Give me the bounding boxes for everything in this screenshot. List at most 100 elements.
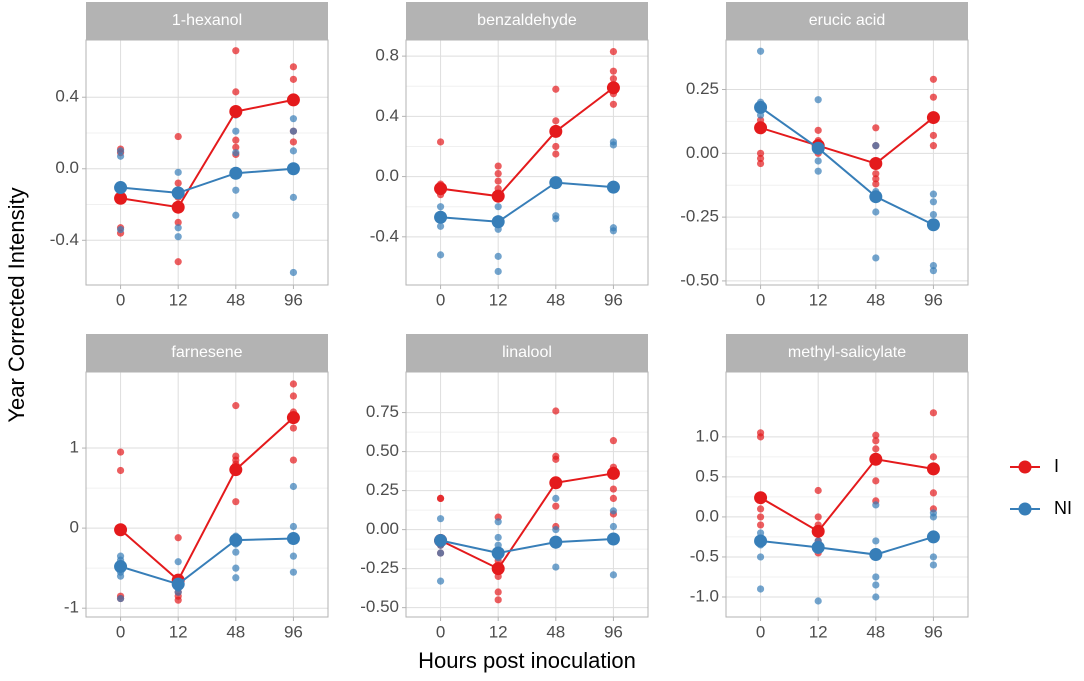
mean-point bbox=[229, 533, 243, 547]
panel-title: 1-hexanol bbox=[172, 12, 242, 29]
sample-point bbox=[872, 581, 880, 589]
mean-point bbox=[171, 577, 185, 591]
mean-point bbox=[926, 462, 940, 476]
x-tick-label: 12 bbox=[809, 290, 828, 309]
sample-point bbox=[436, 251, 445, 259]
sample-point bbox=[494, 588, 502, 596]
x-tick-label: 0 bbox=[756, 290, 765, 309]
sample-point bbox=[872, 537, 880, 545]
sample-point bbox=[232, 136, 240, 144]
sample-point bbox=[872, 477, 880, 485]
sample-point bbox=[609, 47, 618, 56]
sample-point bbox=[116, 152, 125, 160]
x-tick-label: 0 bbox=[436, 622, 445, 641]
sample-point bbox=[174, 258, 182, 266]
sample-point bbox=[552, 117, 560, 125]
sample-point bbox=[756, 149, 765, 157]
mean-point bbox=[869, 157, 883, 171]
x-tick-label: 48 bbox=[866, 622, 885, 641]
x-tick-label: 12 bbox=[169, 290, 188, 309]
sample-point bbox=[814, 157, 822, 165]
sample-point bbox=[552, 85, 560, 93]
sample-point bbox=[929, 553, 938, 561]
sample-point bbox=[872, 180, 880, 188]
mean-point bbox=[606, 466, 620, 480]
sample-point bbox=[872, 142, 880, 150]
panel-title: benzaldehyde bbox=[477, 12, 577, 29]
sample-point bbox=[174, 218, 182, 227]
sample-point bbox=[232, 211, 240, 219]
x-tick-label: 96 bbox=[604, 290, 623, 309]
mean-point bbox=[811, 141, 825, 155]
sample-point bbox=[289, 380, 298, 388]
sample-point bbox=[756, 154, 765, 163]
sample-point bbox=[232, 88, 240, 96]
y-tick-label: -0.25 bbox=[360, 558, 399, 577]
y-tick-label: -0.4 bbox=[50, 230, 79, 249]
mean-point bbox=[926, 111, 940, 125]
mean-point bbox=[491, 562, 505, 576]
y-tick-label: -0.4 bbox=[370, 226, 399, 245]
panel-title: methyl-salicylate bbox=[788, 344, 906, 361]
strip-bg bbox=[406, 334, 648, 372]
x-axis-title: Hours post inoculation bbox=[418, 648, 636, 673]
x-tick-label: 48 bbox=[866, 290, 885, 309]
y-tick-label: 0.8 bbox=[375, 46, 399, 65]
mean-point bbox=[114, 181, 128, 195]
mean-point bbox=[114, 523, 128, 537]
sample-point bbox=[872, 208, 880, 216]
mean-line bbox=[120, 537, 294, 586]
sample-point bbox=[609, 485, 618, 493]
sample-point bbox=[494, 518, 502, 526]
y-tick-label: -0.50 bbox=[360, 597, 399, 616]
sample-point bbox=[174, 558, 182, 566]
mean-point bbox=[229, 105, 243, 119]
mean-point bbox=[549, 535, 563, 549]
y-axis-title: Year Corrected Intensity bbox=[4, 187, 29, 422]
mean-point bbox=[286, 93, 300, 107]
sample-point bbox=[814, 513, 822, 521]
x-tick-label: 96 bbox=[284, 622, 303, 641]
x-tick-label: 96 bbox=[924, 622, 943, 641]
x-tick-label: 96 bbox=[284, 290, 303, 309]
sample-point bbox=[609, 75, 618, 83]
sample-point bbox=[872, 431, 880, 439]
y-tick-label: 0.75 bbox=[366, 402, 399, 421]
y-tick-label: 0.0 bbox=[695, 506, 719, 525]
sample-point bbox=[174, 534, 182, 542]
sample-point bbox=[116, 147, 125, 155]
sample-point bbox=[232, 564, 240, 572]
sample-point bbox=[552, 142, 560, 151]
mean-line bbox=[760, 458, 934, 533]
mean-point bbox=[549, 476, 563, 490]
panel-title: linalool bbox=[502, 344, 552, 361]
y-tick-label: 0.50 bbox=[366, 441, 399, 460]
x-tick-label: 48 bbox=[546, 290, 565, 309]
sample-point bbox=[174, 132, 182, 141]
sample-point bbox=[232, 574, 240, 582]
panel-border bbox=[725, 39, 969, 286]
x-tick-label: 48 bbox=[226, 290, 245, 309]
sample-point bbox=[552, 215, 560, 223]
sample-point bbox=[436, 138, 445, 146]
y-tick-label: 0.4 bbox=[55, 87, 79, 106]
x-tick-label: 12 bbox=[169, 622, 188, 641]
mean-point bbox=[754, 121, 768, 135]
sample-point bbox=[552, 526, 560, 534]
sample-point bbox=[814, 96, 822, 104]
strip-bg bbox=[726, 334, 968, 372]
sample-point bbox=[756, 505, 765, 513]
sample-point bbox=[289, 568, 298, 576]
legend-label: NI bbox=[1054, 498, 1072, 518]
sample-point bbox=[174, 224, 182, 232]
sample-point bbox=[814, 167, 822, 175]
mean-point bbox=[229, 463, 243, 477]
sample-point bbox=[609, 67, 618, 75]
x-tick-label: 12 bbox=[809, 622, 828, 641]
sample-point bbox=[174, 596, 182, 604]
mean-point bbox=[869, 190, 883, 204]
mean-point bbox=[869, 548, 883, 562]
sample-point bbox=[436, 515, 445, 523]
y-tick-label: 0.00 bbox=[686, 143, 719, 162]
